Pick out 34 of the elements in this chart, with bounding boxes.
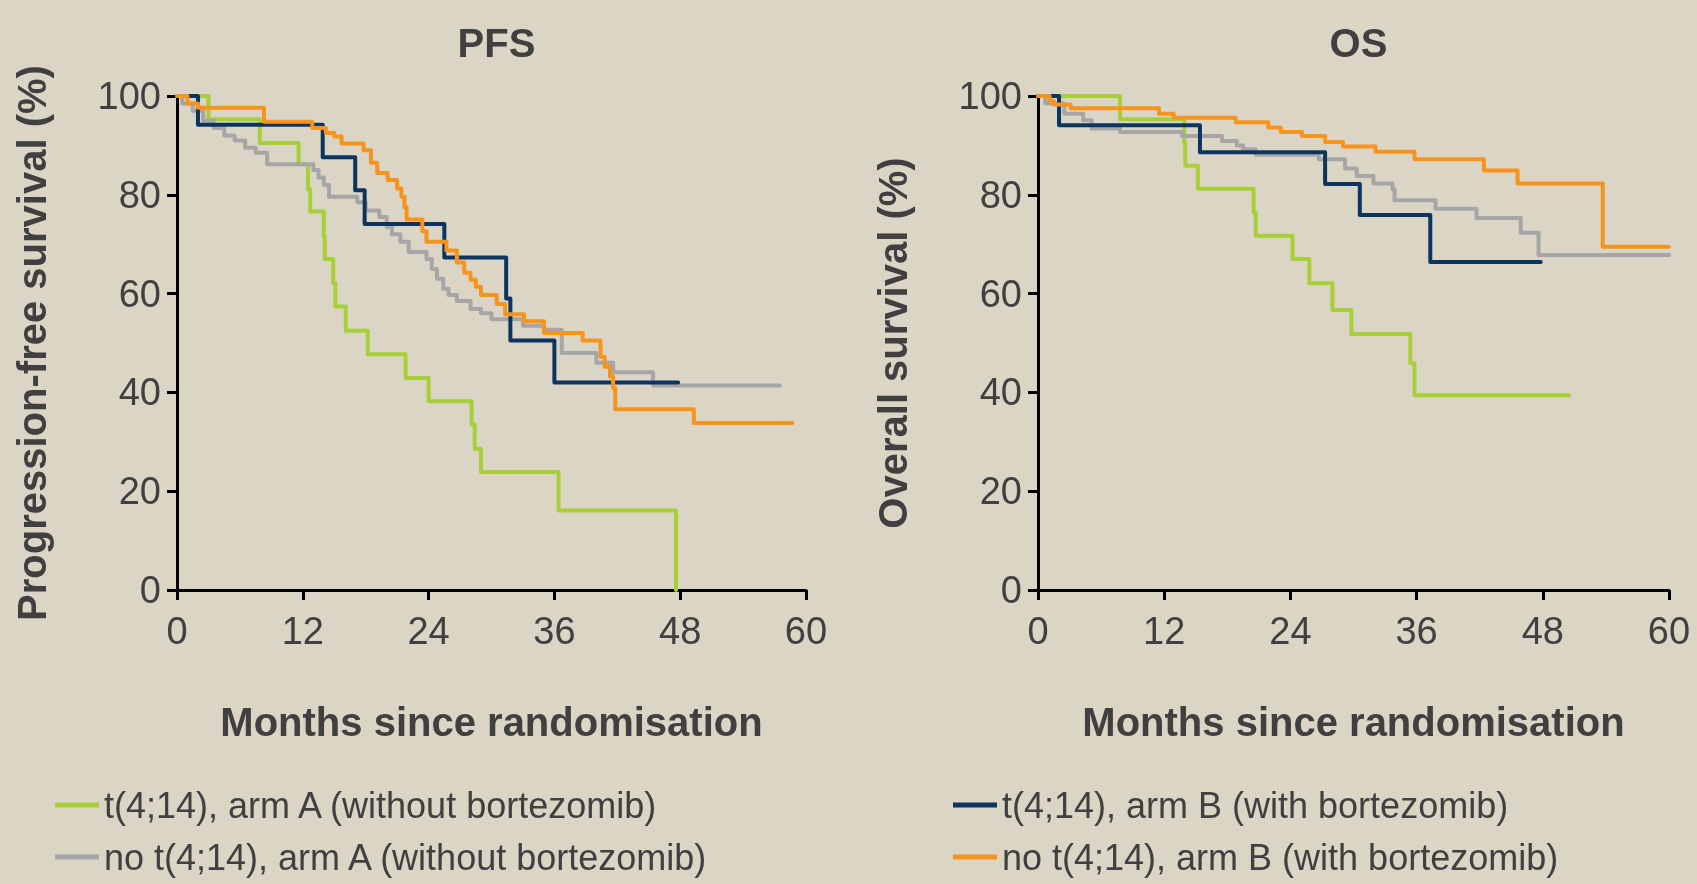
y-tick-label: 100 (958, 75, 1022, 117)
legend-label: t(4;14), arm B (with bortezomib) (1002, 784, 1509, 826)
y-tick-label: 60 (118, 272, 161, 315)
x-tick-label: 0 (166, 610, 188, 652)
x-tick-label: 60 (1647, 610, 1691, 652)
x-tick-label: 60 (784, 610, 828, 652)
y-tick-label: 80 (979, 173, 1022, 216)
x-tick-label: 48 (1521, 610, 1564, 652)
legend-label: t(4;14), arm A (without bortezomib) (104, 784, 657, 826)
y-tick-label: 20 (118, 470, 161, 513)
x-tick-label: 36 (1395, 610, 1438, 652)
y-tick-label: 100 (97, 75, 161, 117)
x-tick-label: 12 (281, 610, 324, 652)
x-axis-title: Months since randomisation (1082, 700, 1625, 744)
y-tick-label: 0 (139, 569, 161, 611)
y-tick-label: 40 (118, 371, 161, 414)
y-tick-label: 80 (118, 173, 161, 216)
y-axis-title: Progression-free survival (%) (10, 65, 54, 621)
chart-title: OS (1329, 21, 1388, 65)
legend-label: no t(4;14), arm A (without bortezomib) (104, 836, 707, 878)
y-tick-label: 20 (979, 470, 1022, 513)
x-tick-label: 36 (533, 610, 576, 652)
x-tick-label: 12 (1143, 610, 1186, 652)
x-tick-label: 0 (1027, 610, 1049, 652)
y-tick-label: 60 (979, 272, 1022, 315)
x-tick-label: 48 (659, 610, 702, 652)
y-tick-label: 0 (1000, 569, 1022, 611)
x-axis-title: Months since randomisation (220, 700, 763, 744)
y-tick-label: 40 (979, 371, 1022, 414)
x-tick-label: 24 (407, 610, 450, 652)
legend-label: no t(4;14), arm B (with bortezomib) (1002, 836, 1559, 878)
y-axis-title: Overall survival (%) (871, 157, 915, 529)
chart-title: PFS (457, 21, 536, 65)
x-tick-label: 24 (1269, 610, 1312, 652)
